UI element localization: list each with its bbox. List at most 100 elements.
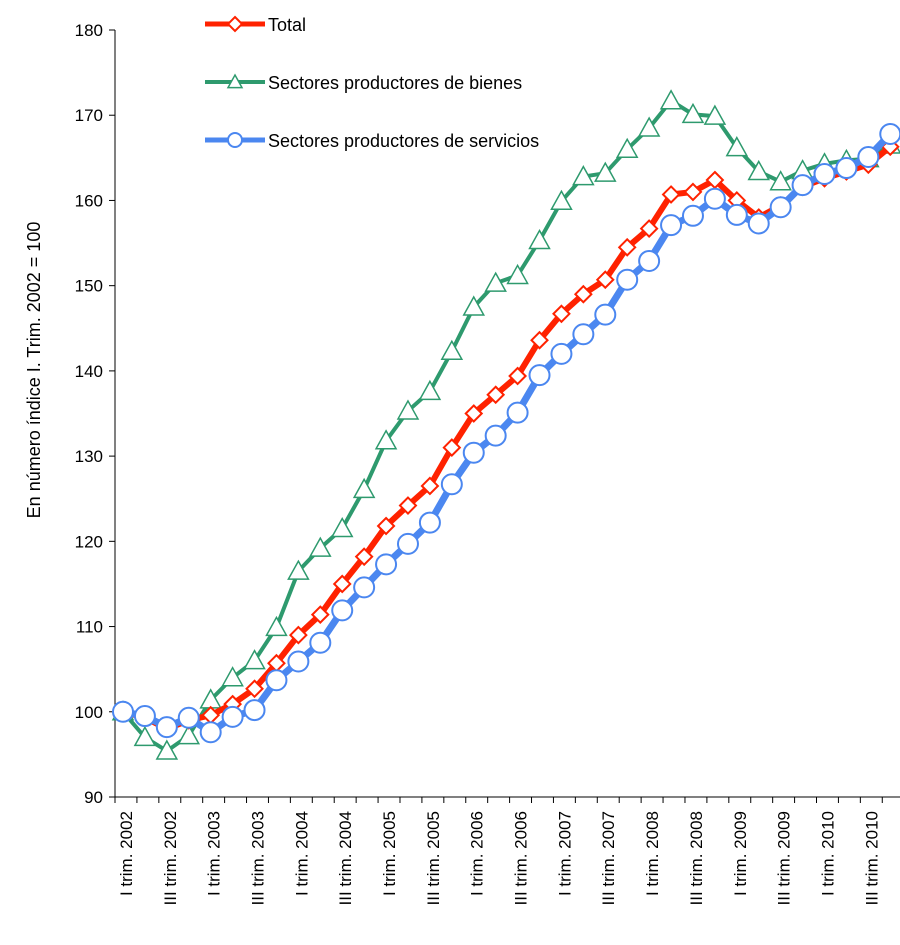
data-point (155, 739, 179, 760)
data-point (133, 705, 156, 728)
data-point (747, 159, 771, 181)
data-point (177, 706, 200, 729)
legend-marker (226, 73, 244, 89)
data-point (572, 165, 595, 186)
data-point (725, 203, 748, 226)
data-point (133, 725, 157, 747)
legend-label: Sectores productores de servicios (268, 131, 539, 151)
data-point (769, 196, 792, 219)
data-point (552, 304, 571, 324)
data-point (835, 157, 858, 180)
data-point (310, 605, 330, 625)
data-point (595, 270, 615, 290)
data-point (287, 650, 310, 673)
series-line (122, 144, 893, 732)
data-point (660, 214, 683, 237)
series-diamond (113, 137, 900, 739)
data-point (528, 364, 551, 387)
y-tick-label: 160 (75, 191, 103, 210)
data-point (199, 721, 222, 744)
data-point (572, 323, 595, 346)
data-point (681, 102, 705, 124)
y-tick-label: 150 (75, 277, 103, 296)
data-point (681, 204, 704, 227)
series-circle (112, 122, 900, 744)
data-point (530, 330, 549, 350)
legend-marker (226, 15, 244, 33)
data-point (221, 705, 244, 728)
data-point (352, 477, 376, 499)
x-tick-label: III trim. 2007 (599, 811, 618, 905)
data-point (725, 136, 749, 157)
data-point (639, 219, 659, 238)
data-point (464, 404, 484, 423)
x-tick-label: I trim. 2002 (117, 811, 136, 896)
y-tick-label: 140 (75, 362, 103, 381)
data-point (484, 271, 507, 292)
data-point (288, 625, 308, 645)
data-point (112, 700, 134, 723)
data-point (550, 342, 573, 365)
data-point (661, 185, 681, 204)
x-tick-label: III trim. 2010 (862, 811, 881, 905)
legend-label: Total (268, 15, 306, 35)
x-tick-label: I trim. 2006 (468, 811, 487, 896)
data-point (813, 163, 836, 186)
x-tick-label: I trim. 2009 (731, 811, 750, 896)
data-point (396, 532, 419, 555)
data-point (508, 366, 528, 386)
data-point (243, 699, 266, 722)
x-tick-label: III trim. 2009 (775, 811, 794, 905)
legend-item: Sectores productores de bienes (205, 73, 522, 93)
data-point (550, 189, 573, 211)
data-point (791, 174, 814, 197)
data-point (769, 170, 792, 191)
data-point (616, 268, 639, 291)
x-tick-label: III trim. 2005 (424, 811, 443, 905)
data-point (353, 576, 376, 599)
x-tick-label: III trim. 2004 (336, 811, 355, 905)
data-point (615, 137, 639, 159)
series-line (122, 131, 893, 736)
data-point (155, 716, 178, 739)
data-point (637, 116, 661, 137)
data-point (440, 473, 463, 496)
y-tick-label: 180 (75, 21, 103, 40)
data-point (221, 666, 244, 687)
y-tick-label: 90 (84, 788, 103, 807)
data-point (418, 511, 441, 534)
legend-marker (227, 132, 243, 148)
x-tick-label: I trim. 2007 (555, 811, 574, 896)
data-point (462, 441, 485, 464)
data-point (506, 401, 529, 424)
y-tick-label: 170 (75, 106, 103, 125)
data-point (528, 228, 551, 250)
data-point (177, 724, 201, 745)
x-tick-label: I trim. 2010 (818, 811, 837, 896)
x-tick-label: III trim. 2003 (248, 811, 267, 905)
legend: Total Sectores productores de bienes Secto… (205, 15, 539, 151)
y-tick-label: 100 (75, 703, 103, 722)
data-point (420, 476, 440, 496)
axes: 90 100 110 120 130 140 150 160 170 180 I trim. 200… (75, 21, 900, 905)
data-point (486, 385, 506, 405)
data-point (747, 212, 770, 235)
data-point (375, 553, 398, 576)
data-point (265, 669, 288, 692)
x-tick-label: I trim. 2005 (380, 811, 399, 896)
data-point (245, 679, 264, 699)
data-point (617, 237, 637, 257)
legend-label: Sectores productores de bienes (268, 73, 522, 93)
legend-item: Sectores productores de servicios (205, 131, 539, 151)
y-tick-label: 110 (76, 618, 103, 637)
data-point (703, 104, 727, 125)
data-point (659, 89, 683, 110)
data-point (287, 559, 310, 580)
data-point (354, 547, 374, 567)
x-tick-label: I trim. 2008 (643, 811, 662, 896)
series-layer (111, 89, 900, 760)
data-point (418, 379, 442, 401)
data-point (309, 631, 332, 654)
x-tick-label: III trim. 2006 (512, 811, 531, 905)
